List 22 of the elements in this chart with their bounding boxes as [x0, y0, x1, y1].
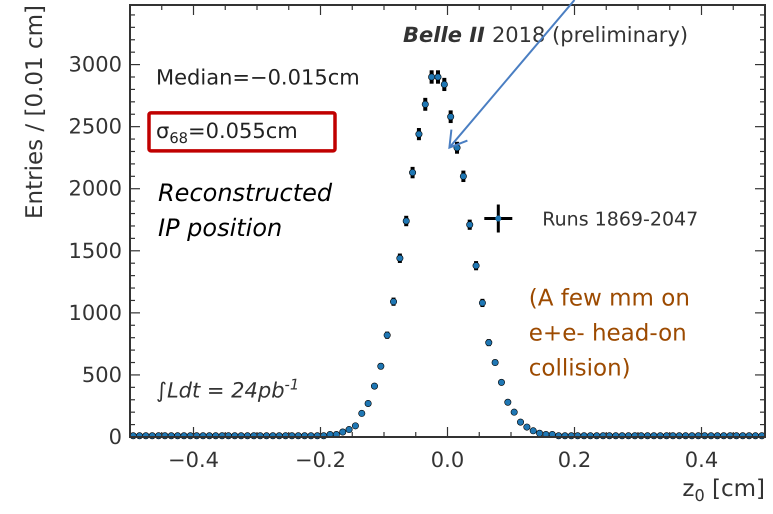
- y-tick-label: 1000: [68, 300, 122, 325]
- y-tick-label: 2000: [68, 176, 122, 201]
- annotation: ∫Ldt = 24pb$^{-1}$: [156, 376, 300, 402]
- annotation: Median=−0.015cm: [156, 65, 360, 90]
- x-axis-title: z$_{0}$ [cm]: [682, 476, 765, 505]
- y-tick-label: 3000: [68, 52, 122, 77]
- x-tick-label: −0.4: [168, 448, 219, 472]
- legend-label: Runs 1869-2047: [542, 208, 698, 231]
- annotation: Reconstructed IP position: [158, 179, 333, 242]
- x-tick-label: 0.2: [558, 448, 592, 472]
- y-tick-label: 2500: [68, 114, 122, 139]
- x-tick-label: −0.2: [295, 448, 346, 472]
- annotation: 2018 (preliminary): [492, 23, 688, 48]
- y-tick-label: 500: [82, 362, 122, 387]
- y-tick-label: 0: [108, 425, 122, 449]
- annotation: Belle II: [403, 23, 486, 48]
- y-tick-label: 1500: [68, 238, 122, 263]
- annotation: σ$_{68}$=0.055cm: [156, 118, 298, 147]
- x-tick-label: 0.4: [684, 448, 718, 472]
- y-axis-title: Entries / [0.01 cm]: [22, 5, 48, 219]
- annotation: (A few mm on e+e- head-on collision): [528, 285, 690, 382]
- x-tick-label: 0.0: [430, 448, 464, 472]
